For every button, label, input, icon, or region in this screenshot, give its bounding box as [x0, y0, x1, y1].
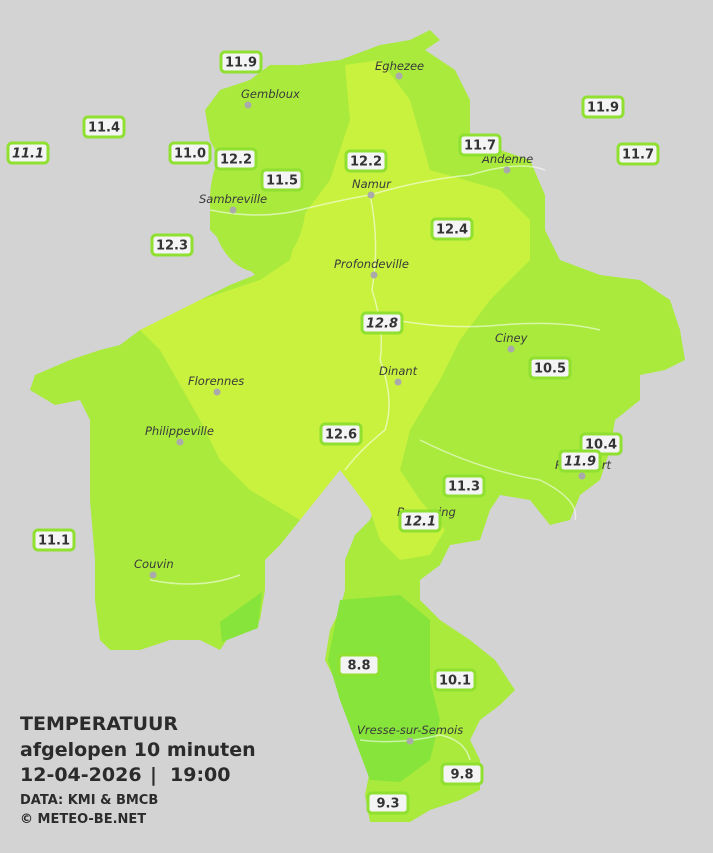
station-box: [82, 115, 126, 139]
station-box: [219, 50, 263, 74]
station-box: [150, 233, 194, 257]
station-box: [442, 474, 486, 498]
station-reading: 8.8: [347, 659, 370, 674]
station-reading: 12.2: [350, 155, 382, 170]
town-label: Gembloux: [241, 87, 300, 101]
station-reading: 12.3: [156, 239, 188, 254]
station-box: [616, 142, 660, 166]
cold-zone: [220, 592, 262, 642]
station-box: [360, 311, 404, 335]
town-label: Dinant: [379, 364, 418, 378]
town-dot: [370, 271, 378, 279]
town-label: Vresse-sur-Semois: [357, 723, 463, 737]
town-dot: [394, 378, 402, 386]
station-reading: 9.8: [450, 768, 473, 783]
station-reading: 11.7: [464, 139, 496, 154]
station-box: [168, 141, 212, 165]
station-box: [433, 668, 477, 692]
station-box: [581, 95, 625, 119]
town-label: Eghezee: [375, 59, 424, 73]
station-reading: 11.9: [587, 101, 619, 116]
station-box: [366, 791, 410, 815]
station-box: [458, 133, 502, 157]
station-reading: 12.2: [220, 153, 252, 168]
station-reading: 12.8: [366, 317, 398, 332]
station-reading: 11.1: [38, 534, 70, 549]
town-label: Sambreville: [199, 192, 267, 206]
town-dot: [367, 191, 375, 199]
station-reading: 11.1: [12, 147, 44, 162]
station-reading: 9.3: [376, 797, 399, 812]
legend-title: TEMPERATUUR: [20, 713, 178, 735]
station-box: [337, 653, 381, 677]
legend-time: 19:00: [170, 764, 230, 786]
station-reading: 11.4: [88, 121, 120, 136]
town-label: Couvin: [134, 557, 174, 571]
warm-zone: [140, 60, 530, 560]
town-label: Namur: [352, 177, 392, 191]
town-dot: [507, 345, 515, 353]
town-dot: [229, 206, 237, 214]
station-reading: 11.5: [266, 174, 298, 189]
legend-source: DATA: KMI & BMCB: [20, 793, 158, 808]
town-dot: [213, 388, 221, 396]
town-label: Florennes: [188, 374, 244, 388]
town-dot: [503, 166, 511, 174]
station-box: [319, 422, 363, 446]
town-dot: [176, 438, 184, 446]
town-dot: [578, 472, 586, 480]
station-box: [214, 147, 258, 171]
town-dot: [395, 72, 403, 80]
station-reading: 12.6: [325, 428, 357, 443]
station-reading: 12.4: [436, 223, 468, 238]
station-reading: 10.4: [585, 438, 617, 453]
town-dot: [149, 571, 157, 579]
station-box: [430, 217, 474, 241]
station-reading: 11.9: [225, 56, 257, 71]
station-reading: 10.1: [439, 674, 471, 689]
town-label: Profondeville: [334, 257, 409, 271]
legend-separator: |: [150, 764, 157, 786]
town-label: Philippeville: [145, 424, 214, 438]
cold-zone: [328, 595, 440, 782]
legend-credit: © METEO-BE.NET: [20, 812, 146, 827]
station-box: [32, 528, 76, 552]
station-reading: 11.3: [448, 480, 480, 495]
station-box: [6, 141, 50, 165]
station-reading: 12.1: [404, 515, 436, 530]
station-reading: 11.0: [174, 147, 206, 162]
station-reading: 11.9: [564, 455, 596, 470]
town-dot: [406, 737, 414, 745]
legend-date: 12-04-2026: [20, 764, 142, 786]
town-label: Ciney: [495, 331, 528, 345]
town-dot: [244, 101, 252, 109]
station-box: [344, 149, 388, 173]
station-reading: 11.7: [622, 148, 654, 163]
station-box: [398, 509, 442, 533]
station-box: [528, 356, 572, 380]
station-box: [260, 168, 304, 192]
station-box: [440, 762, 484, 786]
legend-subtitle: afgelopen 10 minuten: [20, 739, 256, 761]
station-box: [558, 449, 602, 473]
station-reading: 10.5: [534, 362, 566, 377]
